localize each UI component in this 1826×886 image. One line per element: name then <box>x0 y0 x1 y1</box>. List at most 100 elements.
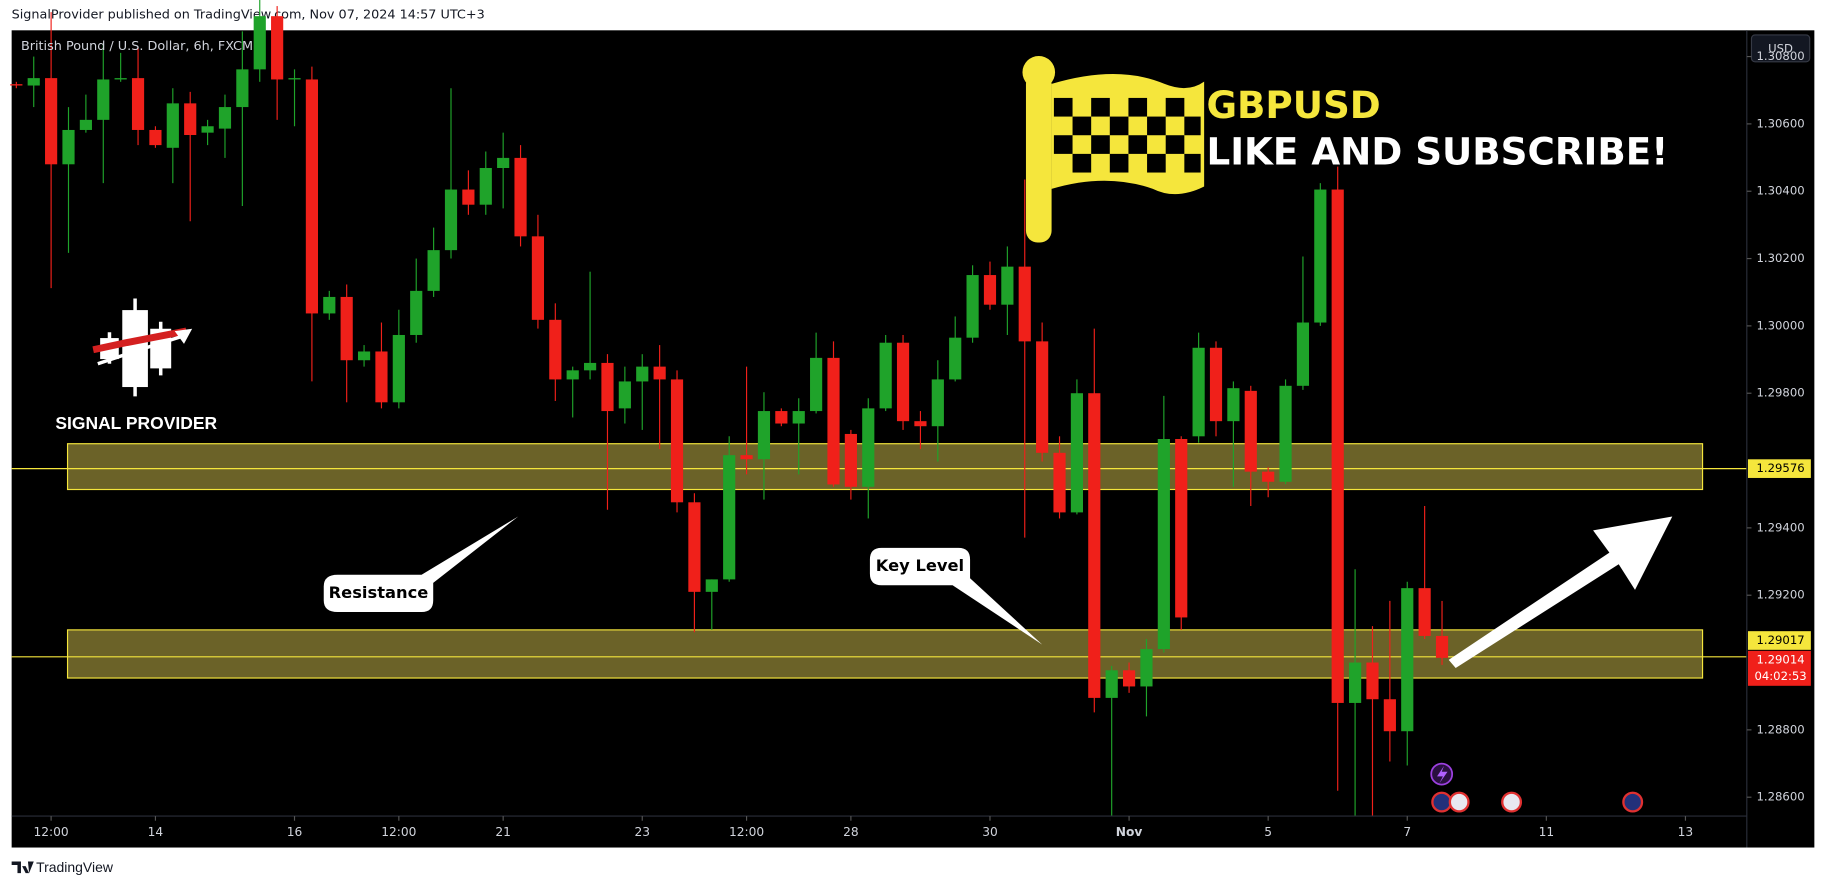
level-price-label: 1.29576 <box>1757 461 1805 475</box>
candle-body <box>288 78 301 80</box>
symbol-annotation: GBPUSD <box>1206 83 1380 127</box>
y-tick-label: 1.30200 <box>1757 251 1805 265</box>
candle-body <box>218 107 232 129</box>
candle-body <box>1018 266 1031 342</box>
candle-body <box>966 275 979 338</box>
resistance-label: Resistance <box>329 583 429 602</box>
candle-body <box>723 455 736 580</box>
candle-body <box>375 351 388 403</box>
candle-body <box>810 357 823 412</box>
candle-body <box>1366 662 1379 700</box>
candle-body <box>479 168 492 205</box>
candle-body <box>705 579 718 592</box>
candle-body <box>549 319 562 380</box>
key-level-callout <box>869 547 1043 645</box>
candle-body <box>949 337 962 380</box>
axis-layer: 1.30800 1.30600 1.30400 1.30200 1.30000 1.298… <box>34 49 1811 839</box>
candle-body <box>62 129 75 165</box>
candle-body <box>584 362 597 371</box>
x-tick-label: 13 <box>1678 825 1694 839</box>
candle-body <box>740 455 753 460</box>
symbol-title: British Pound / U.S. Dollar, 6h, FXCM <box>21 39 253 54</box>
candle-body <box>253 16 266 70</box>
candle-body <box>844 433 857 487</box>
candle-body <box>1088 393 1101 698</box>
candle-body <box>497 157 510 169</box>
candle-body <box>271 16 284 80</box>
candle-body <box>1435 635 1449 658</box>
x-tick-label: 14 <box>148 825 164 839</box>
candle-body <box>1331 189 1344 703</box>
level-price-tag <box>1747 459 1811 478</box>
candle-body <box>1244 390 1257 472</box>
y-tick-label: 1.30000 <box>1757 318 1805 332</box>
y-tick-label: 1.29800 <box>1757 386 1805 400</box>
x-tick-label: 23 <box>634 825 650 839</box>
last-price-label: 1.29014 <box>1757 653 1805 667</box>
candle-body <box>1001 266 1014 305</box>
candle-body <box>1314 189 1327 323</box>
candle-body <box>879 342 892 409</box>
candle-body <box>462 189 475 205</box>
candle-body <box>1140 649 1153 687</box>
candle-body <box>792 411 805 424</box>
candle-body <box>1175 439 1188 618</box>
level-price-label: 1.29017 <box>1757 633 1805 647</box>
y-tick-label: 1.28800 <box>1757 722 1805 736</box>
candle-body <box>1105 670 1118 698</box>
candle-body <box>1296 322 1310 386</box>
candle-body <box>531 236 545 320</box>
candle-body <box>862 408 875 487</box>
candle-body <box>10 84 23 86</box>
candle-body <box>444 189 458 251</box>
candle-body <box>636 366 649 382</box>
candle-body <box>149 129 162 146</box>
candle-body <box>1036 341 1049 453</box>
x-tick-label: 7 <box>1403 825 1411 839</box>
currency-label: USD <box>1768 41 1793 55</box>
candle-body <box>1279 385 1292 482</box>
candle-body <box>79 119 92 130</box>
candle-body <box>566 370 579 380</box>
candles-layer <box>10 0 1449 817</box>
footer-brand: TradingView <box>36 859 114 875</box>
x-tick-label: 30 <box>982 825 998 839</box>
candle-body <box>1262 471 1275 482</box>
candle-body <box>896 342 910 422</box>
candle-body <box>1401 588 1414 732</box>
x-tick-label: 12:00 <box>729 825 764 839</box>
key-level-label: Key Level <box>876 556 964 575</box>
candle-body <box>1053 452 1066 513</box>
x-tick-label: 28 <box>843 825 859 839</box>
candle-body <box>1209 347 1223 422</box>
candle-body <box>427 250 440 291</box>
candle-body <box>618 381 631 409</box>
countdown-label: 04:02:53 <box>1754 669 1806 683</box>
candle-body <box>914 421 927 427</box>
candle-body <box>757 411 771 460</box>
y-tick-label: 1.30800 <box>1757 49 1805 63</box>
x-tick-label: Nov <box>1116 825 1143 839</box>
x-tick-label: 21 <box>495 825 511 839</box>
event-icons <box>1430 762 1644 813</box>
target-arrow <box>1448 516 1673 668</box>
candle-body <box>305 79 318 314</box>
currency-button[interactable] <box>1750 34 1811 63</box>
candle-body <box>184 103 197 136</box>
candle-body <box>514 157 527 237</box>
candle-body <box>236 69 249 108</box>
x-tick-label: 16 <box>287 825 303 839</box>
candle-body <box>670 379 684 503</box>
candle-body <box>1192 347 1205 437</box>
candle-body <box>1122 670 1136 687</box>
zone <box>66 629 1704 679</box>
candle-body <box>166 103 179 148</box>
y-tick-label: 1.30600 <box>1757 116 1805 130</box>
candle-body <box>1418 588 1431 636</box>
candle-body <box>601 362 614 412</box>
candle-body <box>114 78 127 80</box>
x-tick-label: 12:00 <box>381 825 416 839</box>
candle-body <box>357 351 371 361</box>
candle-body <box>131 78 145 130</box>
